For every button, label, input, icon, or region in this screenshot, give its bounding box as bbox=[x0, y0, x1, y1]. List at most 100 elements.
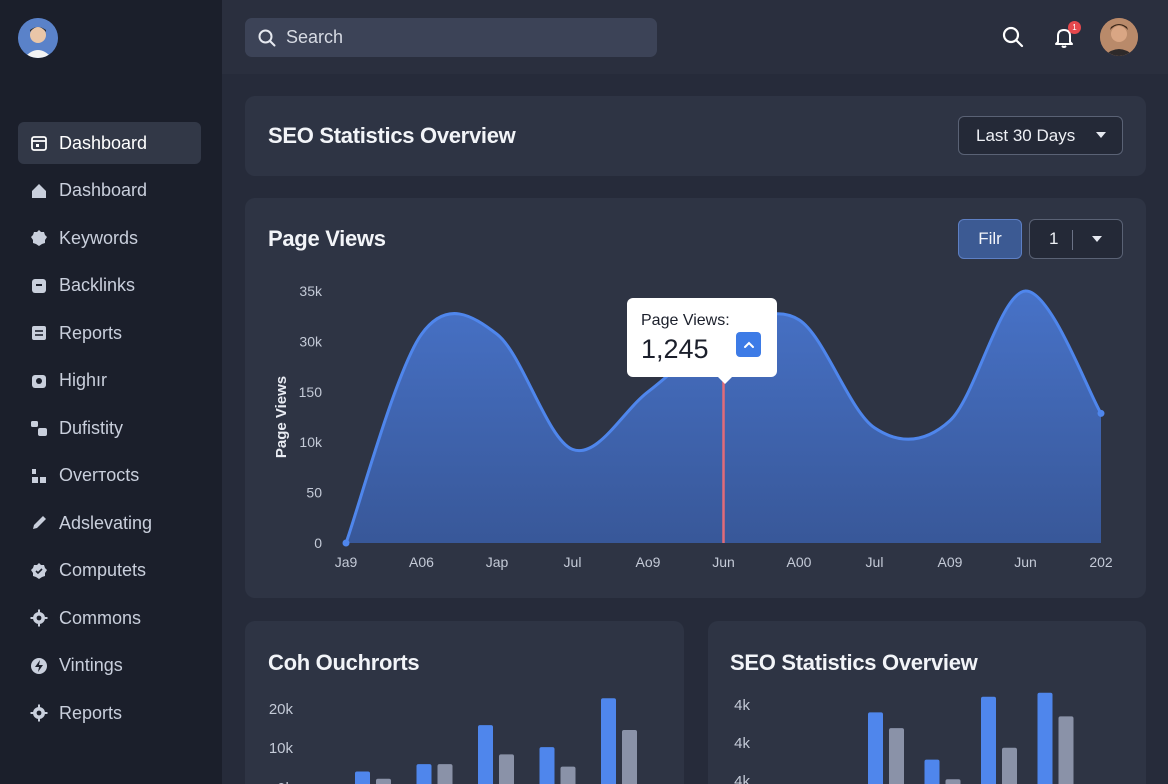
search-input[interactable] bbox=[286, 27, 626, 48]
bar bbox=[601, 698, 616, 784]
notification-badge: 1 bbox=[1068, 21, 1081, 34]
x-tick-label: Jun bbox=[712, 554, 735, 570]
bar-card-left-title: Coh Ouchrorts bbox=[268, 650, 420, 675]
page-views-chart: 0 50 10k 150 30k 35k Page Views Ja9 A06 Jap Jul Ao9… bbox=[273, 283, 1113, 570]
home-icon bbox=[30, 182, 48, 200]
search-box[interactable] bbox=[245, 18, 657, 57]
bar bbox=[1002, 747, 1017, 784]
bar bbox=[1037, 692, 1053, 784]
image-icon bbox=[30, 372, 48, 390]
x-tick-label: Jun bbox=[1014, 554, 1037, 570]
sidebar-item-label: Reports bbox=[59, 322, 123, 343]
data-point bbox=[342, 539, 350, 547]
bar bbox=[437, 764, 453, 784]
gear-icon bbox=[30, 704, 48, 722]
y-tick-label: 35k bbox=[299, 283, 323, 299]
y-tick-label: 150 bbox=[299, 384, 323, 400]
x-tick-label: Ja9 bbox=[335, 554, 358, 570]
calendar-icon bbox=[30, 134, 48, 152]
page-select[interactable]: 1 bbox=[1029, 219, 1123, 259]
sidebar-item-dufistity[interactable]: Dufistity bbox=[18, 407, 201, 449]
y-axis-label: Page Views bbox=[273, 376, 290, 458]
sidebar-item-label: Computets bbox=[59, 560, 147, 580]
bar bbox=[499, 754, 514, 784]
avatar[interactable] bbox=[18, 18, 58, 58]
data-point bbox=[1097, 409, 1105, 417]
x-tick-label: 202 bbox=[1089, 554, 1113, 570]
bar-card-right-title: SEO Statistics Overview bbox=[730, 650, 978, 675]
sidebar-item-vintings[interactable]: Vintings bbox=[18, 645, 201, 687]
bar-chart-left: 20k 10k 0k bbox=[269, 698, 637, 784]
x-tick-label: A06 bbox=[409, 554, 434, 570]
sidebar-item-commons[interactable]: Commons bbox=[18, 597, 201, 639]
pen-icon bbox=[30, 514, 48, 532]
bar bbox=[478, 725, 493, 784]
x-tick-label: A09 bbox=[938, 554, 963, 570]
bar bbox=[539, 747, 555, 784]
sidebar-item-high-r[interactable]: Highır bbox=[18, 360, 201, 402]
date-range-label: Last 30 Days bbox=[976, 125, 1076, 145]
filter-button[interactable]: Filr bbox=[958, 219, 1022, 259]
y-tick-label: 50 bbox=[306, 485, 322, 501]
sidebar-item-label: Adslevating bbox=[59, 512, 153, 533]
sidebar-item-dashboard[interactable]: Dashboard bbox=[18, 170, 201, 212]
y-tick-label: 4k bbox=[734, 773, 750, 784]
bar bbox=[981, 696, 996, 784]
sidebar: Dashboard Dashboard Keywords Backlinks Repor… bbox=[0, 0, 222, 784]
sidebar-item-label: Reports bbox=[59, 702, 123, 723]
sidebar-item-label: Dufistity bbox=[59, 417, 124, 438]
x-tick-label: Ao9 bbox=[636, 554, 661, 570]
sidebar-item-computets[interactable]: Computets bbox=[18, 550, 201, 592]
user-avatar[interactable] bbox=[1100, 18, 1138, 56]
bar bbox=[416, 764, 432, 784]
sidebar-item-adslevating[interactable]: Adslevating bbox=[18, 502, 201, 544]
bar bbox=[924, 759, 940, 784]
bar bbox=[376, 778, 391, 784]
chevron-up-icon[interactable] bbox=[736, 332, 761, 357]
notifications-button[interactable]: 1 bbox=[1052, 21, 1081, 49]
bar-chart-right: 4k 4k 4k bbox=[734, 692, 1074, 784]
gear-icon bbox=[30, 609, 48, 627]
chevron-down-icon bbox=[1092, 236, 1102, 242]
tooltip-label: Page Views: bbox=[641, 312, 730, 329]
y-tick-label: 10k bbox=[269, 740, 294, 757]
chevron-down-icon bbox=[1096, 132, 1106, 138]
sidebar-item-reports[interactable]: Reports bbox=[18, 312, 201, 354]
sidebar-item-reports[interactable]: Reports bbox=[18, 692, 201, 734]
y-tick-label: 20k bbox=[269, 701, 294, 718]
sidebar-item-dashboard[interactable]: Dashboard bbox=[18, 122, 201, 164]
search-icon bbox=[1002, 26, 1024, 48]
archive-icon bbox=[30, 277, 48, 295]
user-avatar-icon bbox=[18, 18, 58, 58]
y-tick-label: 0 bbox=[314, 535, 322, 551]
date-range-select[interactable]: Last 30 Days bbox=[958, 116, 1123, 155]
sidebar-item-label: Highır bbox=[59, 370, 108, 390]
page-select-value: 1 bbox=[1049, 229, 1059, 248]
sidebar-item-over-octs[interactable]: Overтocts bbox=[18, 455, 201, 497]
bar bbox=[1058, 716, 1074, 784]
sidebar-item-label: Overтocts bbox=[59, 465, 140, 485]
sidebar-nav: Dashboard Dashboard Keywords Backlinks Repor… bbox=[18, 122, 201, 740]
y-tick-label: 4k bbox=[734, 697, 750, 714]
y-tick-label: 10k bbox=[299, 434, 323, 450]
bar-card-right: SEO Statistics Overview 4k 4k 4k bbox=[708, 621, 1146, 784]
sidebar-item-keywords[interactable]: Keywords bbox=[18, 217, 201, 259]
y-tick-label: 30k bbox=[299, 333, 323, 349]
sidebar-item-backlinks[interactable]: Backlinks bbox=[18, 265, 201, 307]
connection-icon bbox=[30, 419, 48, 437]
sidebar-item-label: Commons bbox=[59, 607, 142, 628]
sidebar-item-label: Backlinks bbox=[59, 275, 136, 295]
x-tick-label: Jul bbox=[564, 554, 582, 570]
bar bbox=[355, 771, 370, 784]
grid-icon bbox=[30, 467, 48, 485]
search-icon bbox=[258, 29, 276, 46]
overview-title: SEO Statistics Overview bbox=[268, 123, 516, 148]
bar bbox=[889, 728, 904, 784]
bar bbox=[622, 730, 637, 784]
header-search-button[interactable] bbox=[1001, 25, 1025, 49]
page-views-title: Page Views bbox=[268, 226, 386, 251]
bar-card-left: Coh Ouchrorts 20k 10k 0k bbox=[245, 621, 684, 784]
x-tick-label: Jul bbox=[866, 554, 884, 570]
tooltip-value: 1,245 bbox=[641, 334, 709, 364]
bar bbox=[560, 766, 576, 784]
